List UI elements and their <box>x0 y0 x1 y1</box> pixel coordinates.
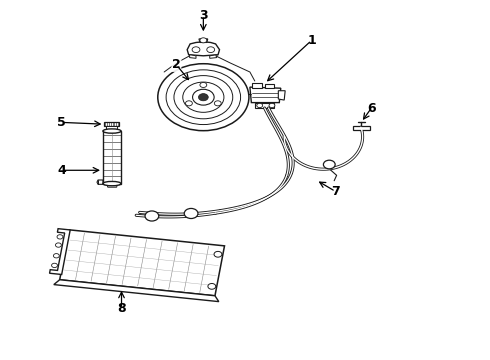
Polygon shape <box>97 180 103 184</box>
Polygon shape <box>210 55 217 58</box>
Text: 5: 5 <box>57 116 66 129</box>
Polygon shape <box>190 55 196 58</box>
Polygon shape <box>104 122 119 126</box>
Circle shape <box>184 208 198 219</box>
Circle shape <box>166 70 241 125</box>
Circle shape <box>158 64 249 131</box>
Circle shape <box>193 89 214 105</box>
Circle shape <box>192 47 200 53</box>
Polygon shape <box>250 87 281 103</box>
Text: 8: 8 <box>117 302 126 315</box>
Circle shape <box>257 103 263 108</box>
Bar <box>60 230 224 296</box>
Polygon shape <box>106 126 117 129</box>
Ellipse shape <box>103 129 121 133</box>
Circle shape <box>323 160 335 169</box>
Polygon shape <box>103 131 121 184</box>
Polygon shape <box>199 39 208 42</box>
Polygon shape <box>107 184 118 187</box>
Polygon shape <box>252 83 262 88</box>
Polygon shape <box>353 126 370 130</box>
Circle shape <box>269 103 275 108</box>
Circle shape <box>53 253 59 258</box>
Polygon shape <box>278 91 285 100</box>
Text: 6: 6 <box>367 102 376 114</box>
Circle shape <box>198 94 208 101</box>
Circle shape <box>200 82 207 87</box>
Polygon shape <box>265 84 274 88</box>
Circle shape <box>51 263 57 267</box>
Text: 3: 3 <box>199 9 208 22</box>
Polygon shape <box>49 229 70 274</box>
Circle shape <box>57 235 63 239</box>
Circle shape <box>183 82 224 112</box>
Circle shape <box>200 38 207 43</box>
Circle shape <box>207 47 215 53</box>
Polygon shape <box>54 280 219 302</box>
Circle shape <box>208 283 216 289</box>
Text: 7: 7 <box>331 185 340 198</box>
Circle shape <box>174 76 233 119</box>
Circle shape <box>55 243 61 247</box>
Circle shape <box>214 251 222 257</box>
Text: 2: 2 <box>172 58 181 71</box>
Polygon shape <box>255 103 274 108</box>
Text: 4: 4 <box>57 164 66 177</box>
Text: 1: 1 <box>307 34 316 47</box>
Circle shape <box>214 101 221 106</box>
Circle shape <box>186 101 193 106</box>
Ellipse shape <box>103 181 121 186</box>
Circle shape <box>145 211 159 221</box>
Polygon shape <box>187 42 220 56</box>
